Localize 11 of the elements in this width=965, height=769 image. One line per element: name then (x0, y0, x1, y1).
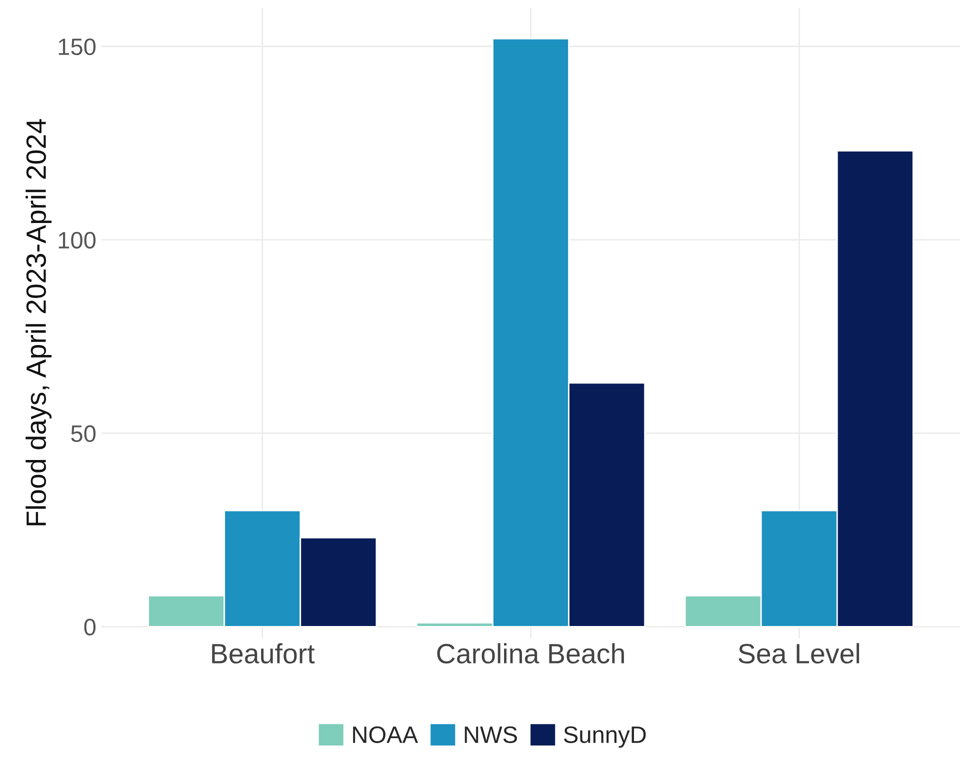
x-tick-label: Carolina Beach (437, 643, 624, 664)
y-tick-label: 50 (71, 425, 96, 442)
y-tick-label: 0 (84, 618, 96, 636)
y-axis-title: Flood days, April 2023-April 2024 (26, 119, 52, 526)
y-tick-label: 150 (58, 38, 96, 56)
legend-label: SunnyD (564, 726, 646, 748)
legend-label: NWS (464, 726, 517, 744)
legend-label: NOAA (353, 726, 418, 744)
x-tick-label: Sea Level (738, 643, 860, 664)
x-tick-label: Beaufort (212, 643, 315, 664)
y-tick-label: 100 (58, 232, 96, 249)
